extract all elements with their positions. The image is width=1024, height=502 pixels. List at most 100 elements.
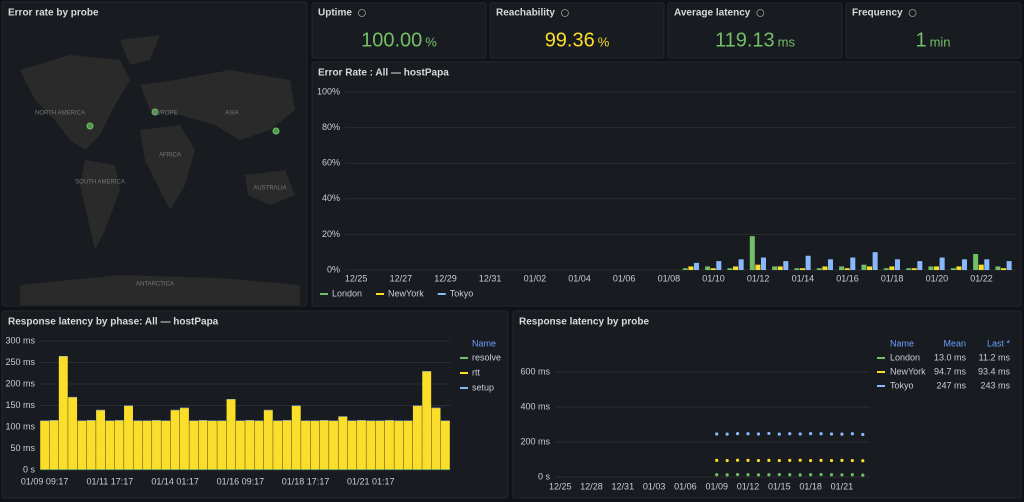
bar	[755, 264, 761, 270]
bar	[822, 266, 828, 270]
point	[819, 458, 823, 462]
bar	[301, 469, 311, 470]
legend-label[interactable]: rtt	[472, 367, 480, 377]
point	[756, 432, 761, 436]
bar	[226, 469, 236, 470]
bar	[366, 420, 376, 470]
point	[819, 432, 823, 436]
legend-label[interactable]: setup	[472, 382, 494, 392]
bar	[844, 268, 850, 270]
info-icon[interactable]	[358, 9, 366, 17]
legend-cell: 13.0 ms	[934, 352, 967, 362]
point	[798, 473, 802, 477]
bar	[928, 266, 934, 270]
bar	[682, 268, 688, 270]
bar	[179, 469, 189, 470]
stat-unit: ms	[778, 34, 796, 49]
x-tick-label: 01/12	[747, 273, 770, 283]
y-tick-label: 40%	[322, 193, 340, 203]
legend-swatch	[460, 387, 468, 389]
continent	[245, 170, 295, 205]
bar	[867, 266, 873, 270]
bar	[894, 259, 900, 270]
bar	[883, 268, 889, 270]
point	[725, 432, 729, 436]
legend-label[interactable]: London	[890, 352, 920, 362]
point	[746, 432, 750, 436]
bar	[710, 268, 716, 270]
legend-header: Mean	[943, 338, 966, 348]
stat-value: 99.36	[545, 29, 595, 51]
bar	[733, 266, 739, 270]
probe-marker[interactable]	[272, 127, 280, 135]
x-tick-label: 01/10	[702, 273, 725, 283]
legend-swatch	[877, 385, 885, 387]
info-icon[interactable]	[561, 9, 569, 17]
stat-unit: min	[930, 34, 951, 49]
bar	[973, 253, 979, 270]
bar	[310, 420, 320, 470]
legend-label[interactable]: NewYork	[388, 288, 424, 298]
legend-label[interactable]: Tokyo	[890, 380, 914, 390]
point	[819, 472, 823, 477]
bar	[273, 420, 283, 470]
point	[809, 458, 813, 463]
info-icon[interactable]	[908, 9, 917, 17]
x-tick-label: 12/31	[479, 273, 502, 283]
legend-label[interactable]: Tokyo	[450, 288, 474, 298]
bar	[77, 420, 87, 470]
point	[788, 473, 792, 477]
legend-label[interactable]: resolve	[472, 352, 501, 362]
bar	[805, 255, 811, 270]
bar	[133, 420, 143, 470]
info-icon[interactable]	[756, 9, 765, 17]
map-label: NORTH AMERICA	[35, 111, 85, 117]
point	[809, 473, 813, 477]
bar	[403, 469, 413, 470]
bar	[245, 420, 255, 470]
stat-title: Reachability	[496, 8, 555, 19]
bar	[198, 469, 208, 470]
x-tick-label: 01/18	[881, 273, 904, 283]
x-tick-label: 01/16 09:17	[217, 476, 265, 486]
stat-unit: %	[425, 34, 437, 49]
point	[715, 458, 719, 462]
legend-swatch	[460, 372, 468, 374]
legend-label[interactable]: NewYork	[890, 366, 926, 376]
bar	[384, 469, 394, 470]
stat-unit: %	[598, 34, 610, 49]
bar	[77, 469, 87, 470]
x-tick-label: 01/14 01:17	[151, 476, 199, 486]
bar	[1006, 261, 1012, 270]
bar	[727, 268, 733, 270]
bar	[114, 469, 124, 470]
probe-marker[interactable]	[151, 108, 159, 116]
bar	[917, 261, 923, 270]
bar	[911, 268, 917, 270]
bar	[705, 266, 711, 270]
bar	[40, 469, 50, 470]
panel-title: Response latency by phase: All — hostPap…	[8, 317, 219, 328]
continent	[20, 55, 130, 150]
legend-cell: 247 ms	[936, 380, 966, 390]
point	[777, 432, 781, 436]
point	[829, 458, 834, 463]
bar	[96, 469, 106, 470]
bar	[431, 469, 441, 470]
bar	[440, 469, 450, 470]
bar	[86, 420, 96, 470]
legend-header: Name	[472, 338, 496, 348]
x-tick-label: 01/21 01:17	[347, 476, 395, 486]
x-tick-label: 01/09 09:17	[21, 476, 69, 486]
chart-panel	[512, 310, 1022, 499]
x-tick-label: 01/22	[970, 273, 993, 283]
y-tick-label: 200 ms	[520, 436, 550, 446]
map-label: SOUTH AMERICA	[75, 180, 125, 186]
legend-label[interactable]: London	[332, 288, 362, 298]
x-tick-label: 12/28	[580, 481, 603, 491]
probe-marker[interactable]	[86, 122, 94, 130]
point	[861, 459, 865, 463]
panel-title: Error Rate : All — hostPapa	[318, 68, 449, 79]
x-tick-label: 01/20	[926, 273, 949, 283]
